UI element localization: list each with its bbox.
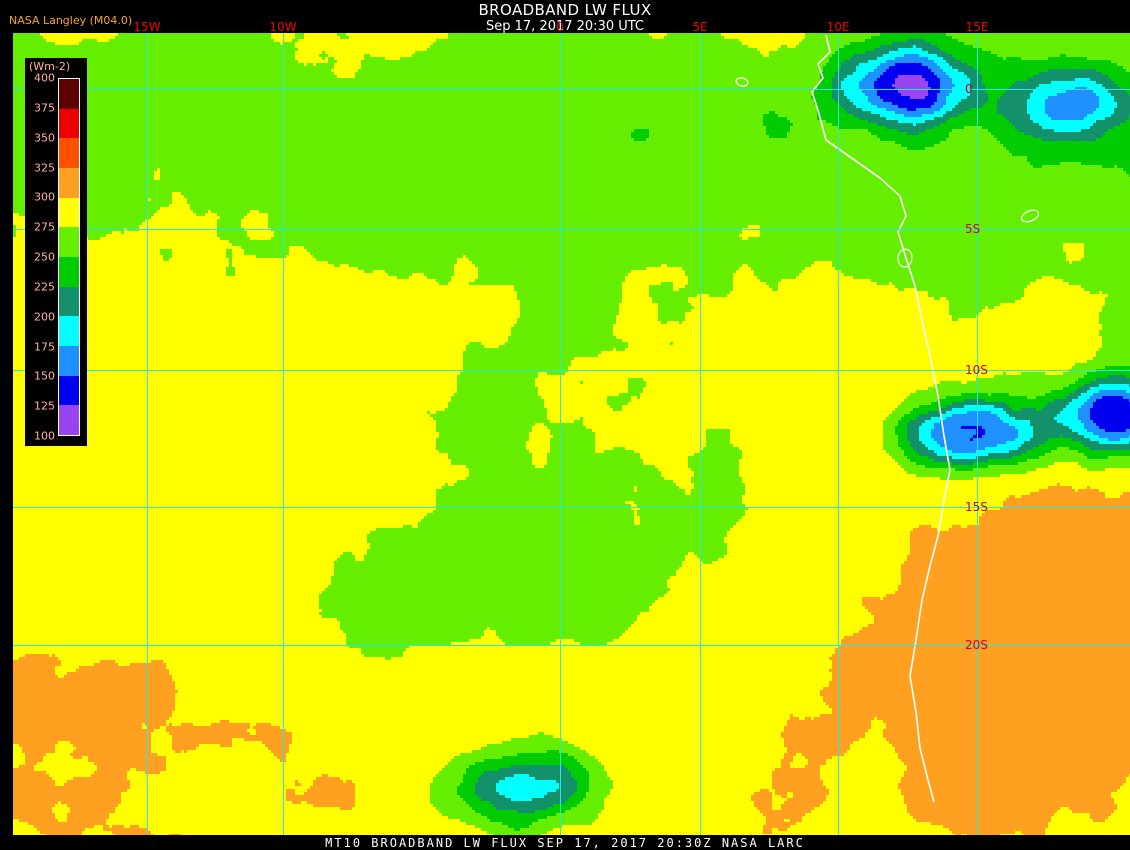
colorbar-band: [59, 138, 79, 168]
colorbar-tick-label: 125: [34, 399, 55, 413]
colorbar-tick-label: 225: [34, 280, 55, 294]
colorbar-tick-label: 150: [34, 369, 55, 383]
latitude-tick-label: 5S: [965, 222, 981, 236]
longitude-tick-label: 10W: [269, 20, 297, 34]
colorbar-band: [59, 286, 79, 317]
parallel-line: [13, 89, 1130, 90]
colorbar-band: [59, 197, 79, 228]
colorbar-legend: (Wm-2) 400 375 350 325 300 275 250 225 200 175 150…: [25, 58, 87, 446]
colorbar-band: [59, 345, 79, 376]
colorbar-band: [59, 167, 79, 198]
longitude-tick-label: 5E: [692, 20, 708, 34]
colorbar-tick-label: 275: [34, 220, 55, 234]
latitude-tick-label: 0: [965, 82, 973, 96]
parallel-line: [13, 229, 1130, 230]
longitude-tick-label: 0: [556, 20, 564, 34]
map-viewport[interactable]: 0 5S 10S 15S 20S: [13, 33, 1130, 835]
longitude-tick-label: 10E: [826, 20, 850, 34]
colorbar-band: [59, 108, 79, 139]
meridian-line: [147, 33, 148, 835]
longitude-tick-label: 15E: [965, 20, 989, 34]
colorbar-tick-label: 400: [34, 71, 55, 85]
agency-label: NASA Langley (M04.0): [9, 14, 133, 27]
colorbar-tick-label: 350: [34, 131, 55, 145]
meridian-line: [283, 33, 284, 835]
colorbar-tick-label: 250: [34, 250, 55, 264]
colorbar-tick-label: 100: [34, 429, 55, 443]
colorbar-tick-label: 375: [34, 101, 55, 115]
longitude-tick-label: 15W: [133, 20, 161, 34]
latitude-tick-label: 20S: [965, 638, 988, 652]
page-subtitle: Sep 17, 2017 20:30 UTC: [485, 19, 645, 34]
meridian-line: [977, 33, 978, 835]
colorbar-tick-label: 300: [34, 190, 55, 204]
colorbar-tick-label: 175: [34, 340, 55, 353]
page-title: BROADBAND LW FLUX: [478, 1, 652, 19]
meridian-line: [560, 33, 561, 835]
colorbar-band: [59, 405, 79, 435]
colorbar-tick-label: 325: [34, 161, 55, 174]
latitude-tick-label: 10S: [965, 363, 988, 377]
parallel-line: [13, 370, 1130, 371]
parallel-line: [13, 645, 1130, 646]
colorbar-units-label: (Wm-2): [29, 60, 71, 73]
colorbar-band: [59, 79, 79, 109]
colorbar-band: [59, 316, 79, 346]
colorbar-strip: [58, 78, 80, 436]
colorbar-band: [59, 256, 79, 287]
latitude-tick-label: 15S: [965, 500, 988, 514]
colorbar-band: [59, 375, 79, 406]
flux-raster: [13, 33, 1130, 835]
colorbar-band: [59, 227, 79, 257]
colorbar-tick-label: 200: [34, 310, 55, 324]
meridian-line: [700, 33, 701, 835]
status-bar: MT10 BROADBAND LW FLUX SEP 17, 2017 20:3…: [325, 836, 805, 850]
meridian-line: [838, 33, 839, 835]
parallel-line: [13, 507, 1130, 508]
